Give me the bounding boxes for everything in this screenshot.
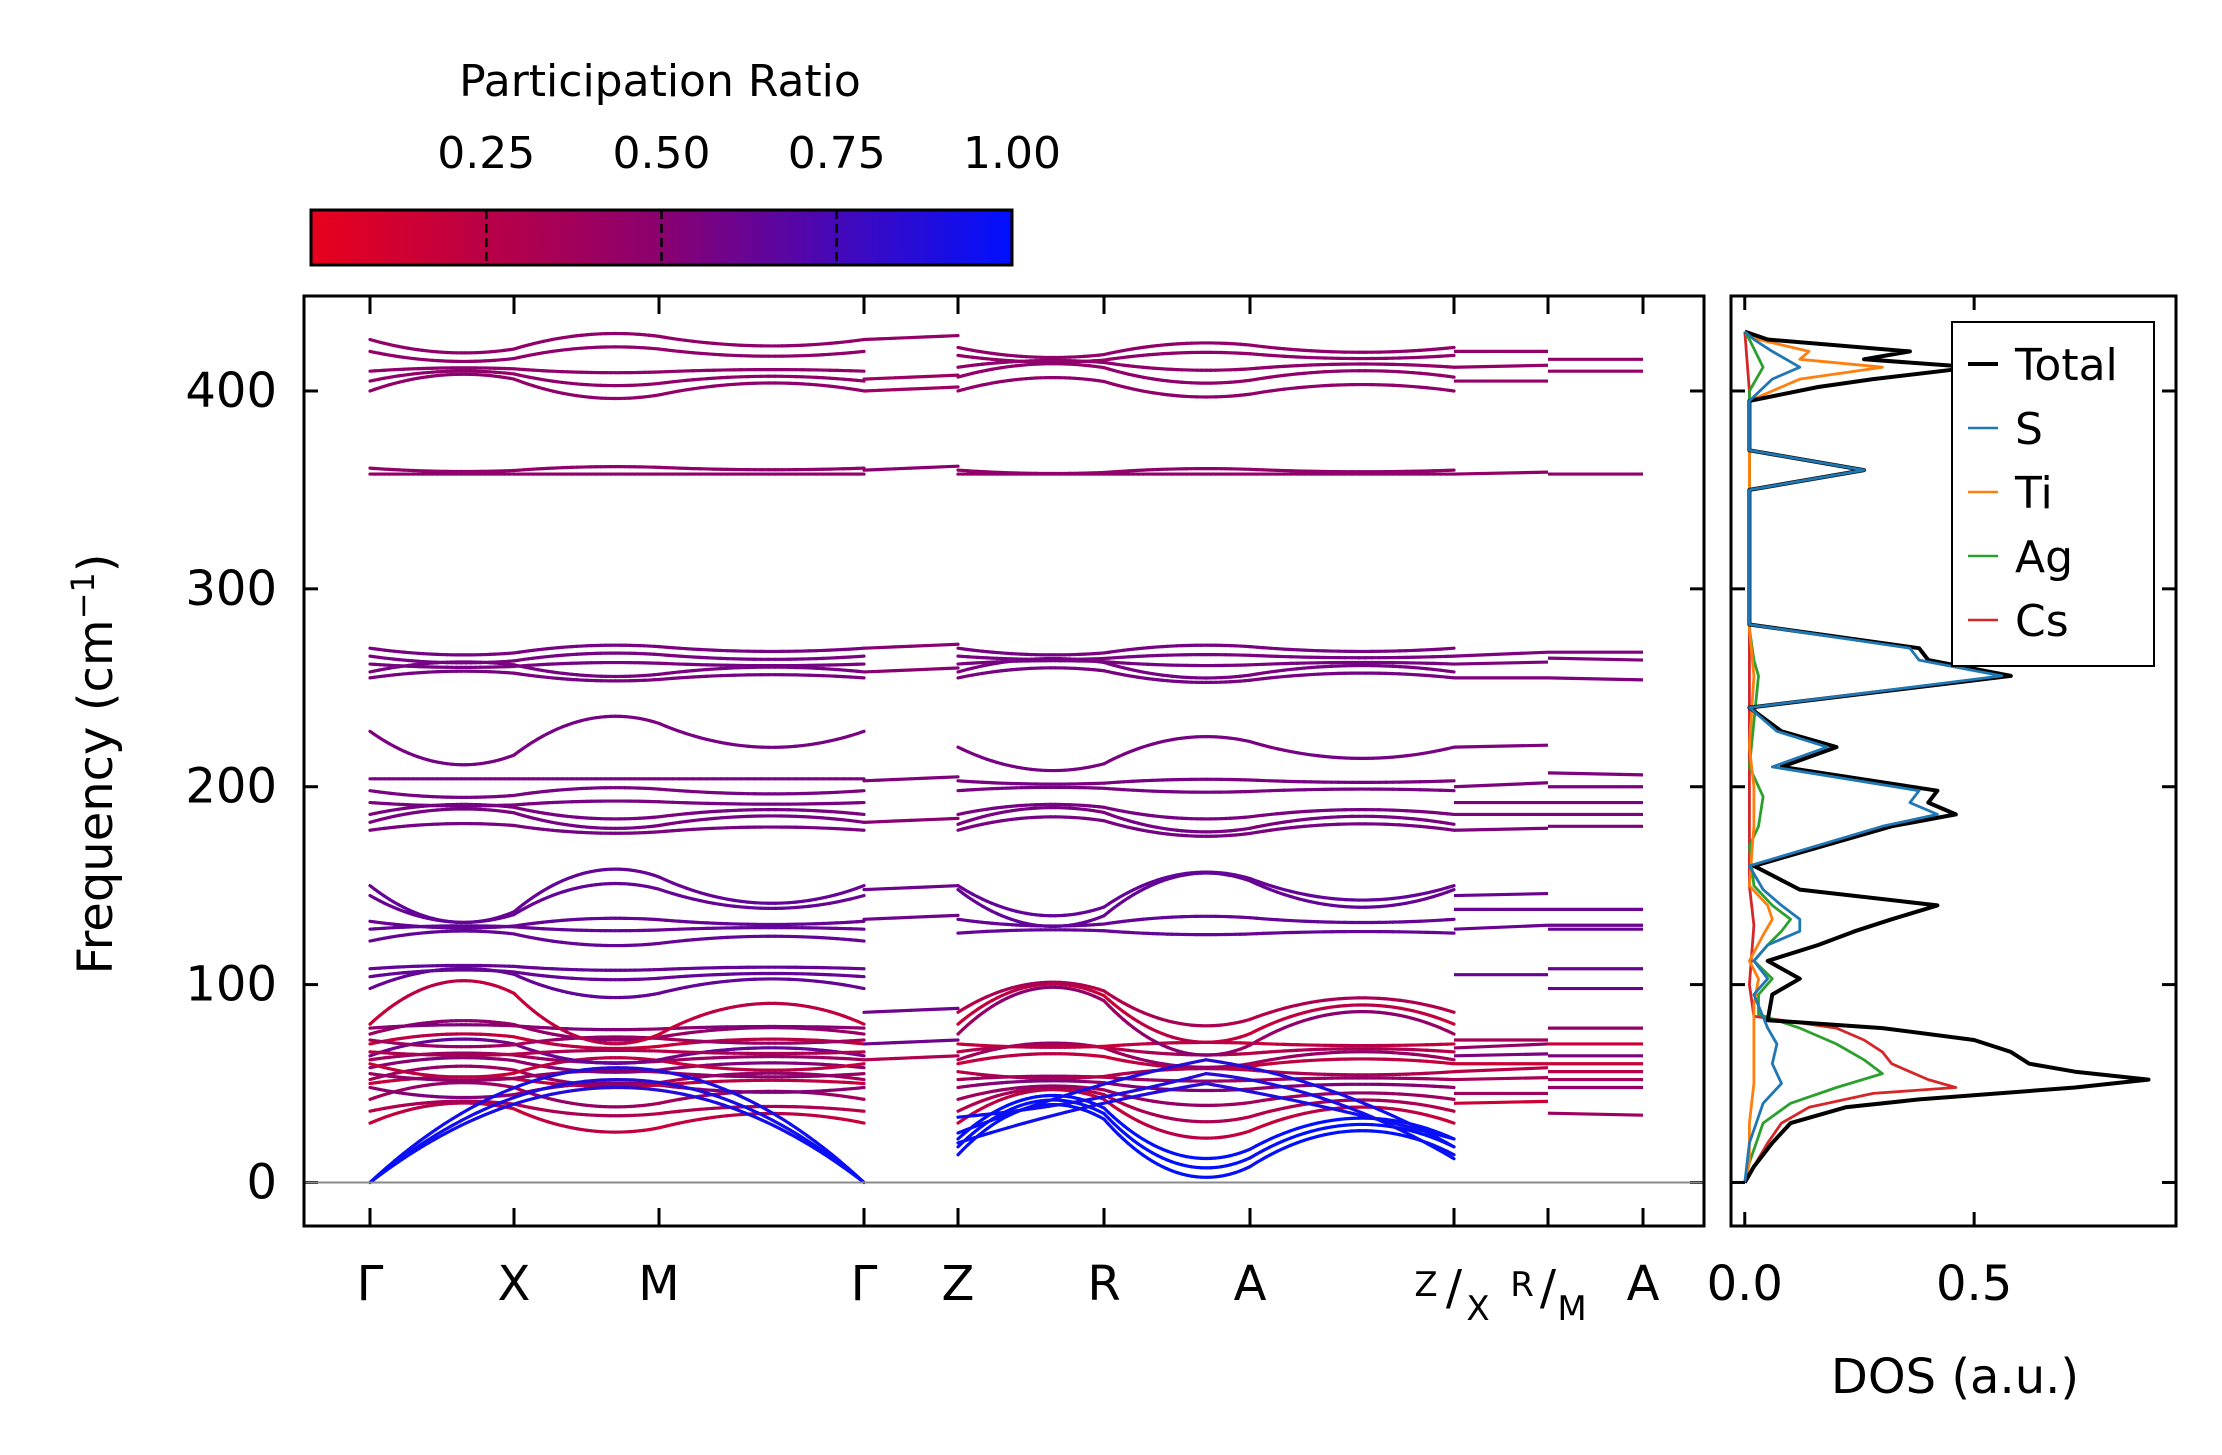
band-segment [1445,1149,1456,1157]
band-segment [409,1143,422,1153]
band-segment [1445,1119,1456,1125]
band-segment [804,1138,817,1148]
band-segment [855,1085,866,1090]
band-segment [393,1157,405,1167]
band-segment [855,985,866,991]
band-segment [434,1128,446,1137]
band-segment [854,1174,866,1185]
band-segment [855,1096,866,1101]
band-segment [442,1117,455,1126]
band-segment [837,1159,850,1170]
band-segment [855,729,866,736]
band-segment [821,1145,833,1156]
band-segment [845,1168,858,1178]
band-segment [855,938,866,943]
band-segment [368,1174,380,1185]
colorbar-tick-label: 1.00 [963,128,1061,179]
band-segment [821,1149,833,1159]
band-segment [384,1159,397,1170]
band-segment [855,1077,866,1082]
band-segment [393,1152,405,1163]
band-segment [813,1139,825,1150]
band-segment [829,1152,841,1163]
band-segment [401,1151,413,1161]
colorbar-title: Participation Ratio [459,56,861,107]
band-segment [855,1019,866,1026]
colorbar-tick-label: 0.50 [613,128,711,179]
band-segment [780,1117,792,1126]
colorbar-tick-label: 0.25 [437,128,535,179]
band-segment [855,1031,866,1036]
band-segment [855,378,866,383]
band-segment [855,884,866,890]
band-segment [813,1143,825,1153]
band-segment [829,1157,841,1167]
band-segment [401,1149,413,1159]
colorbar-tick-label: 0.75 [788,128,886,179]
colorbar: Participation Ratio 0.25 0.50 0.75 1.00 [309,56,1061,267]
band-segment [1445,1108,1456,1113]
band-segment [855,1062,866,1067]
band-segment [426,1127,438,1137]
band-segment [855,349,866,354]
band-lines [368,331,1644,1185]
band-segment [796,1127,809,1137]
band-segment [796,1133,809,1142]
band-segment [855,1053,866,1058]
band-segment [417,1138,430,1148]
colorbar-ticks: 0.25 0.50 0.75 1.00 [437,128,1061,265]
band-segment [804,1133,817,1143]
band-segment [417,1141,430,1150]
band-segment [821,1151,833,1161]
band-segment [409,1139,422,1150]
band-segment [384,1162,397,1172]
band-segment [855,1120,866,1125]
band-segment [417,1133,430,1143]
band-segment [855,1108,866,1113]
band-segment [855,1065,866,1070]
band-segment [788,1122,800,1132]
band-segment [837,1162,850,1172]
band-segment [426,1133,438,1142]
band-segment [401,1145,413,1156]
band-segment [434,1122,446,1132]
band-segment [855,893,866,899]
band-segment [813,1146,825,1156]
band-segment [450,1112,463,1121]
band-segment [1445,1096,1456,1101]
band-segment [409,1146,422,1156]
band-segment [855,812,866,817]
band-segment [376,1168,389,1178]
